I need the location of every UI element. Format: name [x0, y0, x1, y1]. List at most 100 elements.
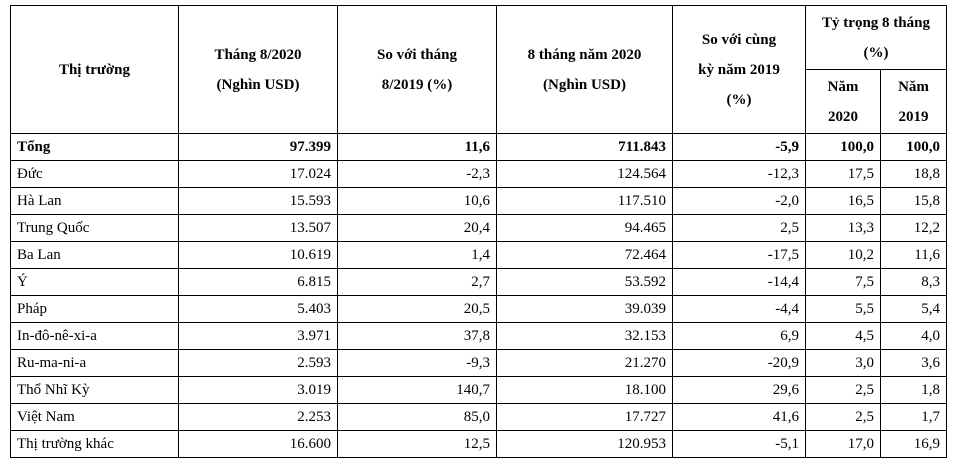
cell-share2019: 100,0: [880, 133, 947, 161]
cell-vs-same-period: -5,9: [672, 133, 806, 161]
cell-m8-2020: 21.270: [496, 349, 673, 377]
cell-vs-aug2019: 12,5: [337, 430, 497, 458]
cell-m8-2020: 18.100: [496, 376, 673, 404]
cell-m8-2020: 120.953: [496, 430, 673, 458]
cell-vs-aug2019: -2,3: [337, 160, 497, 188]
cell-aug2020: 15.593: [178, 187, 338, 215]
table-row: Ba Lan 10.619 1,4 72.464 -17,5 10,2 11,6: [10, 241, 947, 269]
cell-vs-same-period: -2,0: [672, 187, 806, 215]
cell-m8-2020: 72.464: [496, 241, 673, 269]
header-vs-same-period: So với cùng kỳ năm 2019 (%): [672, 5, 806, 134]
cell-market: Ba Lan: [10, 241, 179, 269]
cell-vs-aug2019: 20,4: [337, 214, 497, 242]
table-row: In-đô-nê-xi-a 3.971 37,8 32.153 6,9 4,5 4,0: [10, 322, 947, 350]
cell-vs-same-period: 6,9: [672, 322, 806, 350]
cell-share2020: 3,0: [805, 349, 881, 377]
cell-share2020: 17,5: [805, 160, 881, 188]
table-row: Thị trường khác 16.600 12,5 120.953 -5,1 17,0…: [10, 430, 947, 458]
export-market-table: Thị trường Tháng 8/2020 (Nghìn USD) So vớ…: [10, 5, 947, 458]
cell-share2019: 16,9: [880, 430, 947, 458]
cell-aug2020: 5.403: [178, 295, 338, 323]
cell-share2020: 16,5: [805, 187, 881, 215]
cell-vs-same-period: 41,6: [672, 403, 806, 431]
cell-market: Trung Quốc: [10, 214, 179, 242]
table-row: Đức 17.024 -2,3 124.564 -12,3 17,5 18,8: [10, 160, 947, 188]
cell-vs-same-period: -20,9: [672, 349, 806, 377]
cell-aug2020: 2.253: [178, 403, 338, 431]
header-year-2020: Năm 2020: [805, 69, 881, 134]
cell-vs-same-period: -4,4: [672, 295, 806, 323]
cell-share2019: 11,6: [880, 241, 947, 269]
cell-market: Việt Nam: [10, 403, 179, 431]
table-row: Ru-ma-ni-a 2.593 -9,3 21.270 -20,9 3,0 3,6: [10, 349, 947, 377]
cell-market: Pháp: [10, 295, 179, 323]
cell-share2020: 100,0: [805, 133, 881, 161]
cell-share2019: 15,8: [880, 187, 947, 215]
header-subrow: Năm 2020 Năm 2019: [11, 69, 947, 134]
cell-share2020: 4,5: [805, 322, 881, 350]
cell-share2020: 2,5: [805, 403, 881, 431]
cell-share2020: 13,3: [805, 214, 881, 242]
cell-aug2020: 10.619: [178, 241, 338, 269]
cell-m8-2020: 124.564: [496, 160, 673, 188]
cell-aug2020: 17.024: [178, 160, 338, 188]
header-year-2019: Năm 2019: [880, 69, 947, 134]
cell-aug2020: 13.507: [178, 214, 338, 242]
cell-market: Thổ Nhĩ Kỳ: [10, 376, 179, 404]
cell-vs-aug2019: 37,8: [337, 322, 497, 350]
cell-market: Thị trường khác: [10, 430, 179, 458]
cell-share2020: 7,5: [805, 268, 881, 296]
cell-share2020: 10,2: [805, 241, 881, 269]
cell-m8-2020: 32.153: [496, 322, 673, 350]
cell-aug2020: 3.971: [178, 322, 338, 350]
cell-market: Đức: [10, 160, 179, 188]
cell-vs-aug2019: 11,6: [337, 133, 497, 161]
cell-vs-same-period: 2,5: [672, 214, 806, 242]
cell-share2019: 4,0: [880, 322, 947, 350]
header-aug2020: Tháng 8/2020 (Nghìn USD): [178, 5, 338, 134]
header-share: Tỷ trọng 8 tháng (%): [805, 5, 947, 70]
cell-m8-2020: 117.510: [496, 187, 673, 215]
cell-vs-same-period: 29,6: [672, 376, 806, 404]
cell-vs-aug2019: 2,7: [337, 268, 497, 296]
cell-share2019: 3,6: [880, 349, 947, 377]
cell-m8-2020: 53.592: [496, 268, 673, 296]
cell-vs-aug2019: 85,0: [337, 403, 497, 431]
cell-m8-2020: 711.843: [496, 133, 673, 161]
cell-vs-aug2019: 1,4: [337, 241, 497, 269]
header-8months-2020: 8 tháng năm 2020 (Nghìn USD): [496, 5, 673, 134]
cell-share2019: 12,2: [880, 214, 947, 242]
table-row: Thổ Nhĩ Kỳ 3.019 140,7 18.100 29,6 2,5 1,8: [10, 376, 947, 404]
total-row: Tổng 97.399 11,6 711.843 -5,9 100,0 100,0: [10, 133, 947, 161]
cell-market: Hà Lan: [10, 187, 179, 215]
cell-vs-aug2019: 20,5: [337, 295, 497, 323]
header-row: Thị trường Tháng 8/2020 (Nghìn USD) So vớ…: [10, 5, 947, 134]
cell-aug2020: 2.593: [178, 349, 338, 377]
cell-aug2020: 6.815: [178, 268, 338, 296]
cell-vs-aug2019: 140,7: [337, 376, 497, 404]
cell-vs-same-period: -14,4: [672, 268, 806, 296]
header-vs-aug2019: So với tháng 8/2019 (%): [337, 5, 497, 134]
cell-aug2020: 16.600: [178, 430, 338, 458]
table-row: Trung Quốc 13.507 20,4 94.465 2,5 13,3 12,2: [10, 214, 947, 242]
header-market: Thị trường: [10, 5, 179, 134]
table-row: Pháp 5.403 20,5 39.039 -4,4 5,5 5,4: [10, 295, 947, 323]
cell-vs-same-period: -5,1: [672, 430, 806, 458]
cell-share2020: 5,5: [805, 295, 881, 323]
cell-vs-same-period: -17,5: [672, 241, 806, 269]
cell-vs-aug2019: -9,3: [337, 349, 497, 377]
cell-share2019: 5,4: [880, 295, 947, 323]
cell-aug2020: 97.399: [178, 133, 338, 161]
cell-market: In-đô-nê-xi-a: [10, 322, 179, 350]
table-row: Việt Nam 2.253 85,0 17.727 41,6 2,5 1,7: [10, 403, 947, 431]
cell-share2019: 1,7: [880, 403, 947, 431]
cell-share2019: 8,3: [880, 268, 947, 296]
cell-share2020: 17,0: [805, 430, 881, 458]
cell-m8-2020: 17.727: [496, 403, 673, 431]
cell-share2020: 2,5: [805, 376, 881, 404]
table-row: Hà Lan 15.593 10,6 117.510 -2,0 16,5 15,8: [10, 187, 947, 215]
cell-share2019: 1,8: [880, 376, 947, 404]
cell-market: Tổng: [10, 133, 179, 161]
cell-vs-aug2019: 10,6: [337, 187, 497, 215]
table-body: Tổng 97.399 11,6 711.843 -5,9 100,0 100,0 Đức 17…: [10, 133, 947, 458]
